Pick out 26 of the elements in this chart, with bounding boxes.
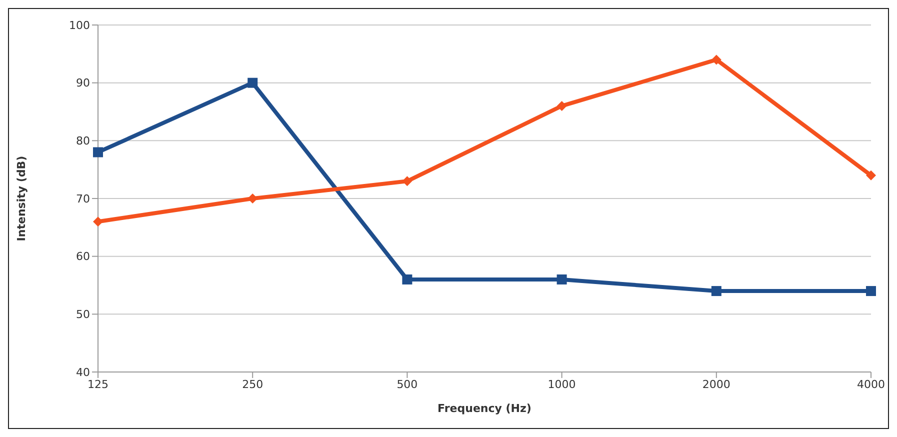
x-axis-title: Frequency (Hz) bbox=[438, 402, 532, 415]
point bbox=[93, 216, 103, 227]
y-tick-label: 50 bbox=[76, 308, 90, 322]
x-tick-label: 2000 bbox=[702, 378, 730, 391]
point bbox=[556, 274, 567, 284]
x-tick-label: 250 bbox=[242, 378, 264, 391]
point bbox=[556, 100, 567, 111]
point bbox=[711, 54, 722, 65]
point bbox=[866, 170, 876, 180]
y-tick-label: 40 bbox=[76, 366, 90, 379]
point bbox=[248, 78, 258, 88]
point bbox=[402, 176, 412, 186]
y-tick-label: 70 bbox=[76, 192, 90, 206]
y-tick-label: 60 bbox=[76, 250, 90, 264]
point bbox=[402, 274, 412, 284]
y-tick-label: 100 bbox=[69, 18, 90, 32]
x-tick-label: 125 bbox=[88, 378, 108, 391]
x-tick-label: 500 bbox=[396, 378, 418, 391]
y-tick-label: 80 bbox=[76, 134, 90, 148]
point bbox=[711, 286, 722, 296]
y-axis-title: Intensity (dB) bbox=[14, 156, 28, 242]
point bbox=[93, 147, 103, 158]
y-tick-label: 90 bbox=[76, 76, 90, 90]
x-tick-label: 1000 bbox=[548, 378, 576, 391]
point bbox=[866, 286, 876, 296]
x-tick-label: 4000 bbox=[857, 378, 885, 391]
